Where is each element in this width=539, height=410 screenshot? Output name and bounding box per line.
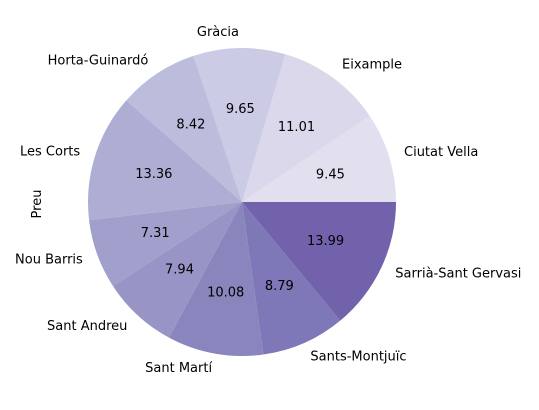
- slice-category-label: Horta-Guinardó: [48, 53, 149, 68]
- slice-category-label: Sant Andreu: [47, 319, 127, 334]
- slice-value-labels: 9.45 11.01 9.65 8.42 13.36 7.31 7.94 10.08 8.79 1…: [135, 102, 345, 300]
- pie-slice: [89, 202, 242, 287]
- pie-slice: [242, 202, 396, 321]
- slice-value-label: 7.31: [141, 226, 170, 241]
- slice-category-labels: Ciutat Vella Eixample Gràcia Horta-Guinardó…: [15, 25, 521, 376]
- slice-value-label: 10.08: [207, 286, 244, 301]
- slice-category-label: Ciutat Vella: [404, 145, 478, 160]
- slice-category-label: Eixample: [342, 58, 402, 73]
- slice-value-label: 7.94: [165, 263, 194, 278]
- slice-category-label: Sants-Montjuïc: [310, 350, 406, 365]
- pie-slices: [87, 47, 396, 356]
- slice-category-label: Les Corts: [20, 144, 80, 159]
- pie-slice: [169, 202, 264, 356]
- pie-slice: [113, 202, 243, 338]
- slice-value-label: 8.79: [265, 279, 294, 294]
- slice-value-label: 9.45: [316, 168, 345, 183]
- pie-slice: [126, 55, 242, 203]
- slice-value-label: 9.65: [226, 102, 255, 117]
- pie-slice: [87, 100, 243, 221]
- pie-slice: [242, 202, 341, 355]
- pie-slice: [193, 47, 286, 202]
- pie-slice: [242, 54, 370, 202]
- slice-category-label: Nou Barris: [15, 252, 83, 267]
- slice-value-label: 13.99: [307, 234, 344, 249]
- slice-category-label: Sant Martí: [145, 361, 212, 376]
- slice-value-label: 8.42: [176, 118, 205, 133]
- slice-value-label: 11.01: [278, 120, 315, 135]
- slice-category-label: Gràcia: [197, 25, 239, 40]
- pie-slice: [242, 115, 396, 202]
- y-axis-label: Preu: [30, 190, 45, 219]
- slice-value-label: 13.36: [135, 167, 172, 182]
- slice-category-label: Sarrià-Sant Gervasi: [395, 267, 521, 282]
